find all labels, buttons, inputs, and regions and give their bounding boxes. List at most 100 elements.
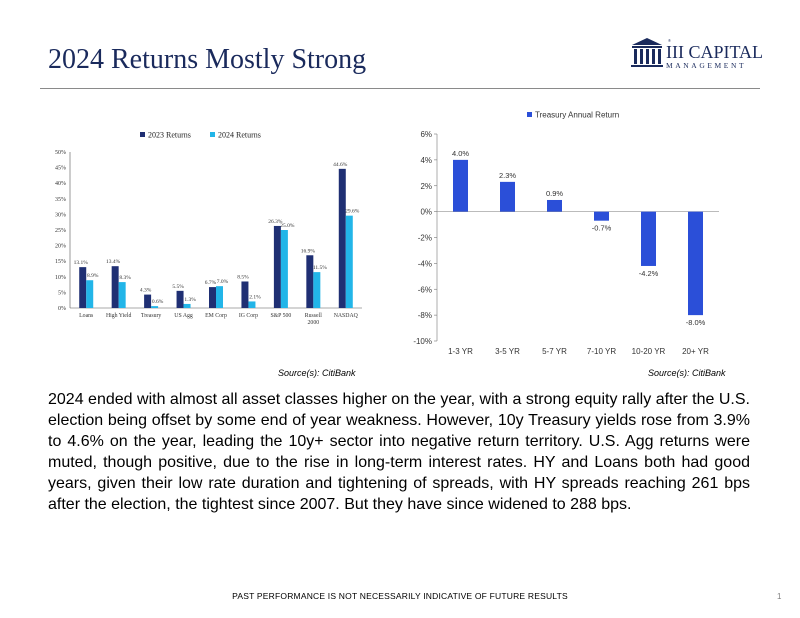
disclaimer: PAST PERFORMANCE IS NOT NECESSARILY INDI… <box>232 591 568 601</box>
x-tick-label: 20+ YR <box>682 347 709 356</box>
x-tick-label: 1-3 YR <box>448 347 473 356</box>
data-label: 8.9% <box>87 273 99 279</box>
bar-1-2 <box>151 306 159 308</box>
data-label: 25.0% <box>280 223 295 229</box>
registered-mark: ® <box>668 38 671 43</box>
bar-1-1 <box>118 282 126 308</box>
y-tick-label: -6% <box>418 285 432 294</box>
x-tick-label: US Agg <box>174 313 193 319</box>
data-label: 4.3% <box>140 288 152 294</box>
legend-swatch-1 <box>210 132 215 137</box>
x-tick-label: High Yield <box>106 313 131 319</box>
bar-0-2 <box>144 294 152 308</box>
data-label: 29.6% <box>345 209 360 215</box>
y-tick-label: -2% <box>418 234 432 243</box>
y-tick-label: 45% <box>55 166 66 172</box>
x-tick-label: 5-7 YR <box>542 347 567 356</box>
bar-1-7 <box>313 272 321 308</box>
x-tick-label: 10-20 YR <box>632 347 666 356</box>
x-tick-label: Loans <box>79 313 94 319</box>
treasury-returns-chart: Treasury Annual Return 6% 4% 2% 0% -2% -4% -6% -… <box>413 111 719 356</box>
y-tick-label: 30% <box>55 212 66 218</box>
data-label: 2.3% <box>499 171 516 180</box>
y-tick-label: 4% <box>420 156 432 165</box>
bar-3 <box>594 211 609 221</box>
x-tick-label: Russell <box>305 313 322 319</box>
bar-0-8 <box>338 168 346 308</box>
bar-0-5 <box>241 281 249 308</box>
y-tick-label: 35% <box>55 197 66 203</box>
logo-main-text: III CAPITAL <box>666 42 764 62</box>
company-logo: III CAPITAL MANAGEMENT <box>666 43 763 70</box>
y-tick-label: -10% <box>413 337 432 346</box>
y-tick-label: 25% <box>55 228 66 234</box>
bar-1-8 <box>345 215 353 308</box>
legend-label: Treasury Annual Return <box>535 111 619 120</box>
bar-0 <box>453 159 468 212</box>
bar-5 <box>688 211 703 316</box>
data-label: 6.7% <box>205 280 217 286</box>
x-tick-label: 7-10 YR <box>587 347 616 356</box>
data-label: 0.6% <box>152 299 164 305</box>
y-tick-label: 2% <box>420 182 432 191</box>
data-label: 44.6% <box>333 162 348 168</box>
commentary-paragraph: 2024 ended with almost all asset classes… <box>48 391 750 513</box>
y-tick-label: 0% <box>58 306 66 312</box>
x-tick-label: NASDAQ <box>334 313 359 319</box>
y-tick-label: 10% <box>55 275 66 281</box>
bar-1-5 <box>248 301 256 308</box>
bar-0-0 <box>79 267 87 308</box>
bar-0-3 <box>176 290 184 308</box>
y-tick-label: 6% <box>420 130 432 139</box>
y-tick-label: 40% <box>55 181 66 187</box>
y-tick-label: 0% <box>420 208 432 217</box>
y-tick-label: 50% <box>55 150 66 156</box>
x-tick-label: 2000 <box>308 320 320 326</box>
y-tick-label: -4% <box>418 259 432 268</box>
data-label: 5.5% <box>172 284 184 290</box>
data-label: 8.5% <box>237 274 249 280</box>
legend-label-0: 2023 Returns <box>148 131 191 140</box>
data-label: 26.3% <box>268 219 283 225</box>
data-label: 4.0% <box>452 149 469 158</box>
y-tick-label: 15% <box>55 259 66 265</box>
x-tick-label: S&P 500 <box>270 313 291 319</box>
page-number: 1 <box>777 592 782 601</box>
y-tick-label: -8% <box>418 311 432 320</box>
data-label: 0.9% <box>546 189 563 198</box>
page-title: 2024 Returns Mostly Strong <box>48 44 367 75</box>
legend-swatch-0 <box>140 132 145 137</box>
data-label: 7.0% <box>217 279 229 285</box>
source-note-left: Source(s): CitiBank <box>278 368 356 378</box>
bar-0-6 <box>273 225 281 308</box>
building-icon <box>631 38 663 67</box>
x-tick-label: IG Corp <box>239 313 258 319</box>
data-label: 8.3% <box>119 275 131 281</box>
legend-swatch <box>527 112 532 117</box>
bar-0-4 <box>209 287 216 308</box>
logo-sub-text: MANAGEMENT <box>666 61 747 70</box>
data-label: 2.1% <box>249 294 261 300</box>
data-label: -0.7% <box>592 224 612 233</box>
bar-1-3 <box>183 303 191 308</box>
data-label: -4.2% <box>639 269 659 278</box>
x-tick-label: 3-5 YR <box>495 347 520 356</box>
bar-2 <box>547 199 562 212</box>
source-note-right: Source(s): CitiBank <box>648 368 726 378</box>
data-label: 13.4% <box>106 259 121 265</box>
data-label: 13.1% <box>74 260 89 266</box>
legend-label-1: 2024 Returns <box>218 131 261 140</box>
bar-4 <box>641 211 656 266</box>
y-tick-label: 20% <box>55 244 66 250</box>
header-divider <box>40 88 760 89</box>
data-label: 16.9% <box>301 248 316 254</box>
bar-1-0 <box>86 280 94 308</box>
bar-0-1 <box>111 266 119 308</box>
y-tick-label: 5% <box>58 290 66 296</box>
x-tick-label: Treasury <box>141 313 161 319</box>
asset-class-returns-chart: 2023 Returns 2024 Returns 0% 5% 10% 15% 20% 25%… <box>55 131 362 326</box>
bar-0-7 <box>306 255 314 308</box>
bar-1 <box>500 181 515 212</box>
bar-1-4 <box>216 286 223 308</box>
bar-1-6 <box>280 230 288 308</box>
